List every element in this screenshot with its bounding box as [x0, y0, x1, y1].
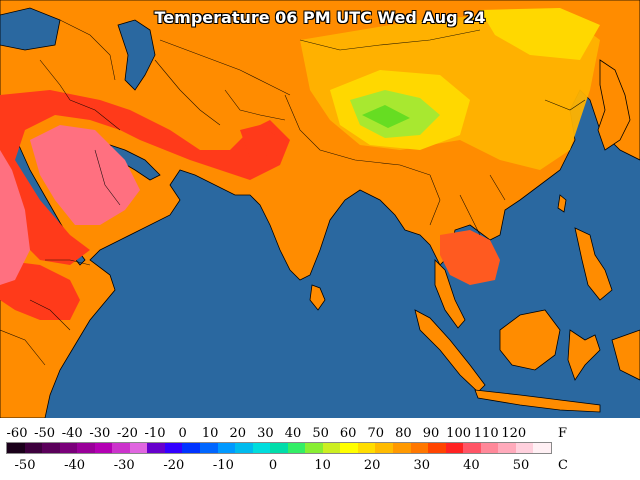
celsius-tick-label: 10: [314, 458, 331, 473]
celsius-tick-label: 40: [463, 458, 480, 473]
colorbar-segment: [305, 443, 323, 453]
colorbar-segment: [533, 443, 551, 453]
sulawesi: [567, 329, 601, 381]
colorbar-segment: [287, 443, 306, 453]
temperature-legend: -60 -50 -40 -30 -20 -10 0 10 20 30 40 50 60 70 80 90 100…: [0, 418, 640, 480]
fahrenheit-tick-label: 110: [473, 426, 499, 441]
borneo: [499, 309, 561, 371]
fahrenheit-tick-label: 50: [312, 426, 329, 441]
colorbar-segment: [498, 443, 516, 453]
celsius-tick-label: 20: [363, 458, 381, 473]
fahrenheit-tick-label: -10: [144, 426, 166, 441]
sumatra: [414, 309, 486, 393]
celsius-tick-label: 0: [268, 458, 278, 473]
new-guinea: [611, 329, 640, 381]
java: [474, 389, 601, 413]
map-title: Temperature 06 PM UTC Wed Aug 24: [154, 8, 486, 27]
celsius-unit-label: C: [558, 458, 568, 473]
fahrenheit-tick-label: 60: [339, 426, 357, 441]
colorbar-segment: [217, 443, 236, 453]
fahrenheit-tick-label: 70: [367, 426, 385, 441]
japan: [597, 59, 631, 151]
fahrenheit-unit-label: F: [558, 426, 568, 441]
very-hot-zone-pakistan: [240, 125, 275, 158]
malay-peninsula: [434, 259, 466, 329]
very-hot-zone-africa: [0, 260, 80, 320]
celsius-tick-label: -20: [163, 458, 185, 473]
fahrenheit-tick-label: 0: [178, 426, 187, 441]
country-borders: [0, 19, 586, 366]
fahrenheit-tick-label: 20: [229, 426, 247, 441]
fahrenheit-tick-label: 10: [201, 426, 219, 441]
fahrenheit-tick-label: 40: [284, 426, 302, 441]
colorbar-segment: [200, 443, 218, 453]
colorbar-segment: [322, 443, 341, 453]
celsius-tick-label: -10: [212, 458, 234, 473]
colorbar-segment: [24, 443, 43, 453]
taiwan: [557, 194, 567, 213]
colorbar-segment: [252, 443, 271, 453]
colorbar-segment: [445, 443, 464, 453]
temperature-map: [0, 0, 640, 418]
mild-zone-north: [480, 8, 600, 60]
colorbar-segment: [59, 443, 78, 453]
philippines: [574, 227, 613, 301]
fahrenheit-tick-label: -50: [34, 426, 56, 441]
fahrenheit-tick-label: 30: [257, 426, 274, 441]
fahrenheit-tick-label: 100: [446, 426, 472, 441]
colorbar-segment: [112, 443, 130, 453]
colorbar-segment: [393, 443, 411, 453]
colorbar-segment: [480, 443, 499, 453]
very-hot-zone-indochina: [440, 230, 500, 285]
caspian-sea: [117, 19, 156, 91]
colorbar-segment: [129, 443, 148, 453]
fahrenheit-tick-label: -30: [89, 426, 111, 441]
fahrenheit-tick-label: -40: [61, 426, 83, 441]
colorbar-segment: [235, 443, 253, 453]
coolest-zone-tibet: [362, 105, 410, 128]
colorbar-segment: [42, 443, 60, 453]
colorbar-segment: [182, 443, 201, 453]
colorbar-segment: [270, 443, 288, 453]
colorbar-segment: [94, 443, 113, 453]
extreme-zone-arabia: [30, 125, 140, 225]
fahrenheit-tick-label: -60: [6, 426, 28, 441]
colorbar-segment: [147, 443, 165, 453]
colorbar-segment: [410, 443, 429, 453]
temperature-colorbar: [6, 442, 552, 454]
colorbar-segment: [463, 443, 481, 453]
celsius-tick-label: -30: [113, 458, 135, 473]
colorbar-segment: [77, 443, 95, 453]
celsius-tick-label: -40: [64, 458, 86, 473]
sri-lanka: [309, 284, 326, 311]
celsius-tick-label: -50: [14, 458, 36, 473]
colorbar-segment: [164, 443, 183, 453]
celsius-tick-label: 30: [413, 458, 431, 473]
fahrenheit-tick-label: 90: [422, 426, 440, 441]
fahrenheit-tick-label: 120: [501, 426, 527, 441]
colorbar-segment: [357, 443, 376, 453]
colorbar-segment: [7, 443, 25, 453]
colorbar-segment: [340, 443, 358, 453]
black-sea: [0, 7, 61, 51]
extreme-zone-africa: [0, 150, 30, 285]
colorbar-segment: [375, 443, 394, 453]
fahrenheit-tick-label: -20: [116, 426, 138, 441]
colorbar-segment: [428, 443, 446, 453]
fahrenheit-tick-label: 80: [395, 426, 412, 441]
colorbar-segment: [515, 443, 534, 453]
celsius-tick-label: 50: [512, 458, 530, 473]
